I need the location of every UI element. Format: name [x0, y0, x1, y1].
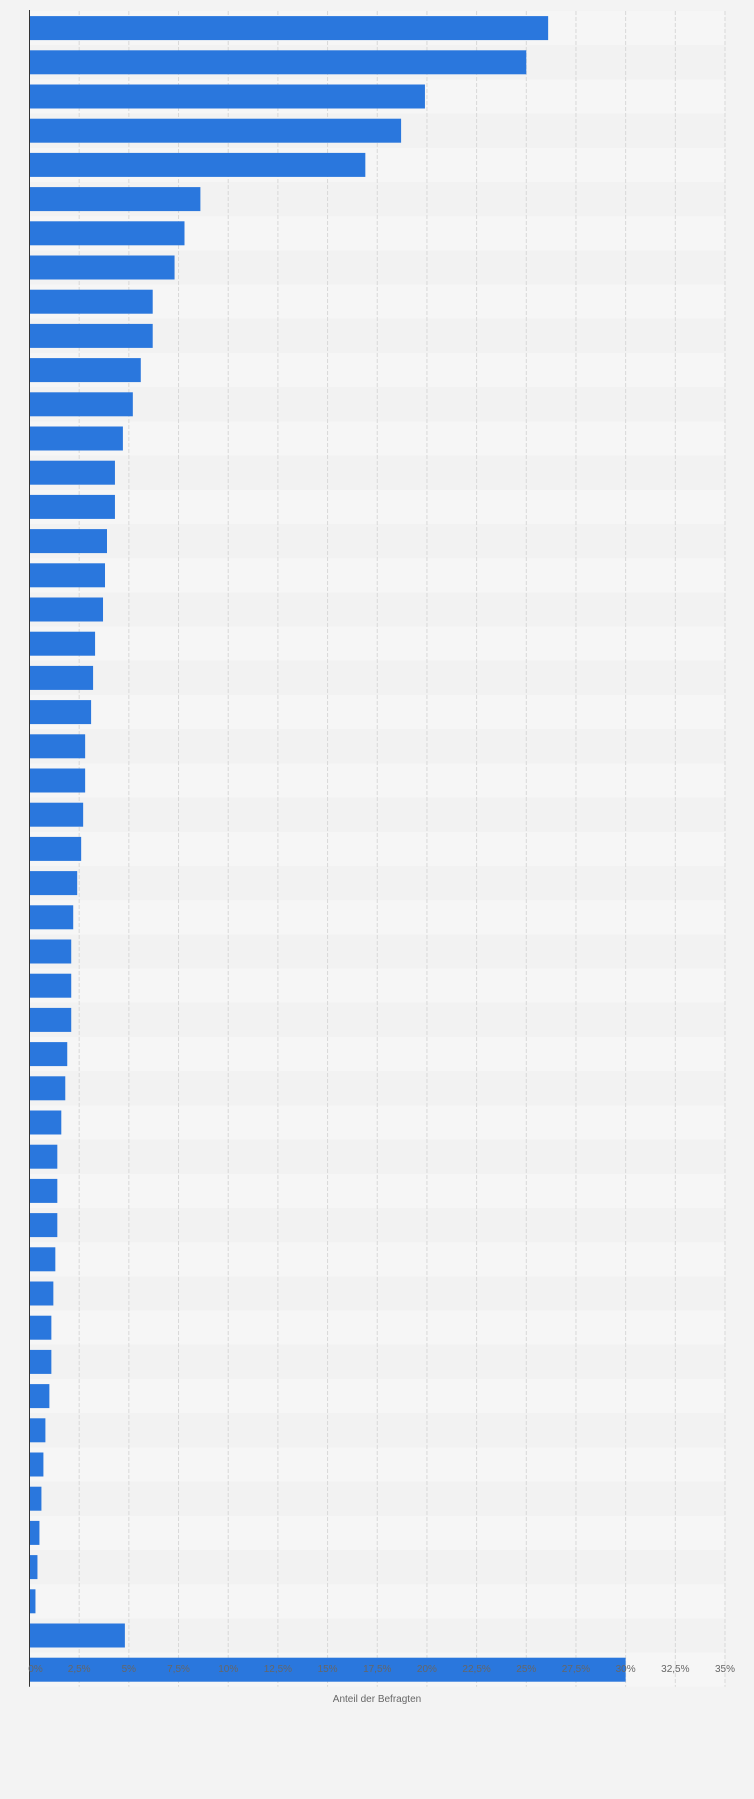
row-band — [29, 1139, 725, 1174]
bar — [29, 836, 82, 861]
bar — [29, 16, 549, 41]
bar — [29, 1110, 62, 1135]
x-tick-label: 17,5% — [363, 1664, 391, 1675]
bar — [29, 1213, 58, 1238]
x-tick-label: 22,5% — [462, 1664, 490, 1675]
x-tick-label: 32,5% — [661, 1664, 689, 1675]
bar — [29, 118, 402, 143]
bar — [29, 1520, 40, 1545]
x-tick-label: 0% — [28, 1664, 43, 1675]
x-tick-label: 2,5% — [68, 1664, 91, 1675]
bar — [29, 700, 92, 725]
x-tick-label: 35% — [715, 1664, 735, 1675]
bar — [29, 323, 153, 348]
x-tick-label: 30% — [616, 1664, 636, 1675]
bar — [29, 1623, 125, 1648]
bar — [29, 392, 133, 417]
row-band — [29, 353, 725, 388]
bar — [29, 187, 201, 212]
bar — [29, 50, 527, 75]
bars — [29, 16, 626, 1682]
bar — [29, 1349, 52, 1374]
bar — [29, 1247, 56, 1272]
bar — [29, 84, 425, 109]
bar — [29, 871, 78, 896]
bar — [29, 768, 86, 793]
bar — [29, 255, 175, 280]
bar — [29, 802, 84, 827]
bar — [29, 426, 123, 451]
bar — [29, 597, 104, 622]
bar — [29, 973, 72, 998]
bar — [29, 905, 74, 930]
bar — [29, 1452, 44, 1477]
bar — [29, 1007, 72, 1032]
bar — [29, 939, 72, 964]
bar — [29, 152, 366, 177]
bar — [29, 734, 86, 759]
x-axis-ticks: 0% 2,5% 5% 7,5% 10% 12,5% 15% 17,5% 20% 22,5% 25% 2… — [28, 1664, 735, 1675]
x-tick-label: 10% — [218, 1664, 238, 1675]
x-axis-title: Anteil der Befragten — [333, 1694, 421, 1705]
x-tick-label: 27,5% — [562, 1664, 590, 1675]
bar — [29, 1144, 58, 1169]
bar — [29, 358, 141, 383]
bar — [29, 529, 107, 554]
bar — [29, 494, 115, 519]
x-tick-label: 7,5% — [167, 1664, 190, 1675]
row-band — [29, 1037, 725, 1072]
bar — [29, 221, 185, 246]
bar — [29, 1076, 66, 1101]
x-tick-label: 5% — [122, 1664, 137, 1675]
row-band — [29, 592, 725, 627]
bar — [29, 1042, 68, 1067]
bar — [29, 1384, 50, 1409]
bar — [29, 1281, 54, 1306]
bar — [29, 1555, 38, 1580]
row-band — [29, 1481, 725, 1516]
bar — [29, 460, 115, 485]
row-band — [29, 1618, 725, 1653]
row-band — [29, 695, 725, 730]
bar — [29, 1486, 42, 1511]
row-band — [29, 1276, 725, 1311]
x-tick-label: 15% — [318, 1664, 338, 1675]
bar — [29, 665, 94, 690]
x-tick-label: 25% — [516, 1664, 536, 1675]
row-band — [29, 934, 725, 969]
bar — [29, 1418, 46, 1443]
x-tick-label: 20% — [417, 1664, 437, 1675]
bar — [29, 1178, 58, 1203]
bar — [29, 563, 106, 588]
bar — [29, 631, 96, 656]
bar — [29, 1589, 36, 1614]
row-band — [29, 455, 725, 490]
x-tick-label: 12,5% — [264, 1664, 292, 1675]
bar — [29, 289, 153, 314]
bar — [29, 1315, 52, 1340]
row-band — [29, 797, 725, 832]
row-band — [29, 1379, 725, 1414]
bar — [29, 1657, 626, 1682]
